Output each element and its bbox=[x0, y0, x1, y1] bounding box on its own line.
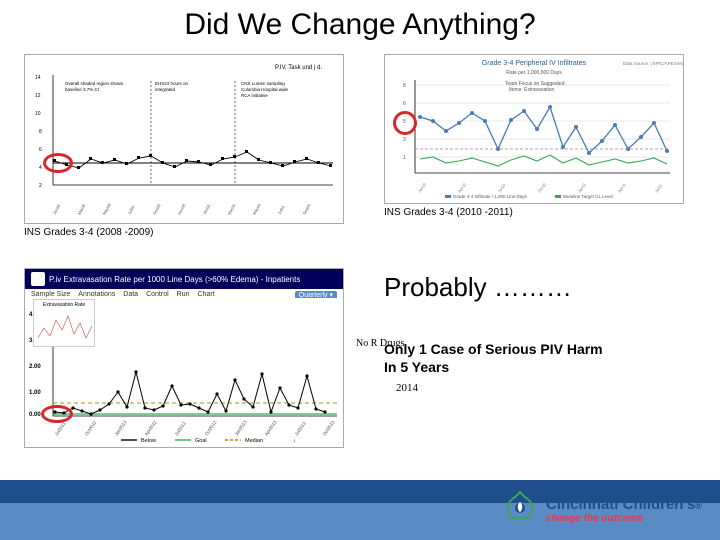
svg-text:1.00: 1.00 bbox=[29, 390, 41, 396]
svg-text:12: 12 bbox=[35, 93, 41, 99]
svg-text:6: 6 bbox=[39, 147, 42, 153]
quarterly-chip: Quarterly ▾ bbox=[295, 291, 337, 299]
chart-2-panel: Grade 3-4 Peripheral IV Infiltrates Rate… bbox=[384, 54, 684, 204]
title-text: Did We Change Anything? bbox=[184, 8, 535, 41]
svg-text:baseline 3.7% CI: baseline 3.7% CI bbox=[65, 87, 99, 92]
svg-text:EHS24 hours on: EHS24 hours on bbox=[155, 81, 189, 86]
chart-3-header: P.iv Extravasation Rate per 1000 Line Da… bbox=[25, 269, 343, 289]
svg-text:4: 4 bbox=[39, 165, 42, 171]
svg-text:2.00: 2.00 bbox=[29, 364, 41, 370]
svg-text:1: 1 bbox=[403, 155, 406, 161]
brand-name: Cincinnati Children's® bbox=[546, 496, 702, 513]
svg-text:0.00: 0.00 bbox=[29, 412, 41, 418]
svg-text:CNS Lumen sampling: CNS Lumen sampling bbox=[241, 81, 285, 86]
svg-text:14: 14 bbox=[35, 75, 41, 81]
svg-text:Columbia Hospital wide: Columbia Hospital wide bbox=[241, 87, 289, 92]
chart-3-sub-3: Control bbox=[146, 291, 169, 299]
chart-3-highlight-circle bbox=[41, 405, 73, 423]
chart-3-panel: P.iv Extravasation Rate per 1000 Line Da… bbox=[24, 268, 344, 448]
content-grid: P.IV, Task und | d. 141210 8642 Jan08 Ma… bbox=[24, 54, 696, 448]
svg-text:8: 8 bbox=[39, 129, 42, 135]
probably-headline: Probably ……… bbox=[384, 272, 684, 303]
chart-3-side-note: No R Drugs bbox=[356, 338, 404, 349]
svg-text:10: 10 bbox=[35, 111, 41, 117]
svg-text:Baseline Target CL Level: Baseline Target CL Level bbox=[563, 194, 613, 199]
chart-2-wrap: Grade 3-4 Peripheral IV Infiltrates Rate… bbox=[364, 54, 684, 238]
chart-2-svg: Grade 3-4 Peripheral IV Infiltrates Rate… bbox=[385, 55, 683, 203]
chart-3-wrap: P.iv Extravasation Rate per 1000 Line Da… bbox=[24, 258, 344, 448]
subtext-line-2: In 5 Years bbox=[384, 359, 684, 377]
chart-3-sub-1: Annotations bbox=[78, 291, 115, 299]
chart-3-sub-5: Chart bbox=[198, 291, 215, 299]
svg-text:8: 8 bbox=[403, 83, 406, 89]
chart-1-panel: P.IV, Task und | d. 141210 8642 Jan08 Ma… bbox=[24, 54, 344, 224]
brand-tag: change the outcome bbox=[546, 513, 702, 524]
svg-text:2: 2 bbox=[39, 183, 42, 189]
svg-text:Items: Extravasation: Items: Extravasation bbox=[509, 87, 555, 93]
chart-1-caption: INS Grades 3-4 (2008 -2009) bbox=[24, 227, 344, 238]
brand-mark-icon bbox=[500, 488, 540, 532]
svg-text:Rate per 1,000,000 Days: Rate per 1,000,000 Days bbox=[506, 70, 562, 76]
svg-text:Grade 3-4 Peripheral IV Infilt: Grade 3-4 Peripheral IV Infiltrates bbox=[482, 60, 587, 67]
chart-3-sub-0: Sample Size bbox=[31, 291, 70, 299]
svg-text:3: 3 bbox=[403, 137, 406, 143]
svg-text:integrated: integrated bbox=[155, 87, 176, 92]
chart-2-caption: INS Grades 3-4 (2010 -2011) bbox=[384, 207, 684, 218]
chart-3-logo-icon bbox=[31, 272, 45, 286]
svg-text:Goal: Goal bbox=[195, 438, 207, 442]
svg-text:RCA initiative: RCA initiative bbox=[241, 93, 268, 98]
svg-text:P.IV, Task und | d.: P.IV, Task und | d. bbox=[275, 65, 322, 71]
svg-text:Median: Median bbox=[245, 438, 263, 442]
right-text-panel: Probably ……… Only 1 Case of Serious PIV … bbox=[364, 258, 684, 448]
chart-3-thumbnail: Extravasation Rate bbox=[33, 299, 95, 347]
svg-text:Overall shaded region shows: Overall shaded region shows bbox=[65, 81, 124, 86]
svg-text:Below: Below bbox=[141, 438, 156, 442]
brand-logo: Cincinnati Children's® change the outcom… bbox=[500, 488, 702, 532]
chart-3-sub-2: Data bbox=[123, 291, 138, 299]
chart-3-header-text: P.iv Extravasation Rate per 1000 Line Da… bbox=[49, 275, 300, 284]
svg-text:↓: ↓ bbox=[293, 438, 296, 442]
page-title: Did We Change Anything? bbox=[0, 0, 720, 46]
chart-1-wrap: P.IV, Task und | d. 141210 8642 Jan08 Ma… bbox=[24, 54, 344, 238]
brand-text: Cincinnati Children's® change the outcom… bbox=[546, 496, 702, 524]
chart-1-svg: P.IV, Task und | d. 141210 8642 Jan08 Ma… bbox=[25, 55, 343, 223]
chart-3-sub-4: Run bbox=[177, 291, 190, 299]
brand-name-text: Cincinnati Children's bbox=[546, 496, 695, 513]
svg-text:6: 6 bbox=[403, 101, 406, 107]
svg-text:Data Source: | EPIC/APEX/etc: Data Source: | EPIC/APEX/etc bbox=[623, 61, 683, 66]
chart-1-highlight-circle bbox=[43, 153, 73, 173]
subtext-line-1: Only 1 Case of Serious PIV Harm bbox=[384, 341, 684, 359]
chart-2-highlight-circle bbox=[393, 111, 417, 135]
chart-3-year-note: 2014 bbox=[396, 382, 418, 394]
subtext-wrap: Only 1 Case of Serious PIV Harm In 5 Yea… bbox=[384, 341, 684, 376]
svg-text:Grade 3-4 Infiltrate / 1,000 L: Grade 3-4 Infiltrate / 1,000 Line Days bbox=[453, 194, 528, 199]
